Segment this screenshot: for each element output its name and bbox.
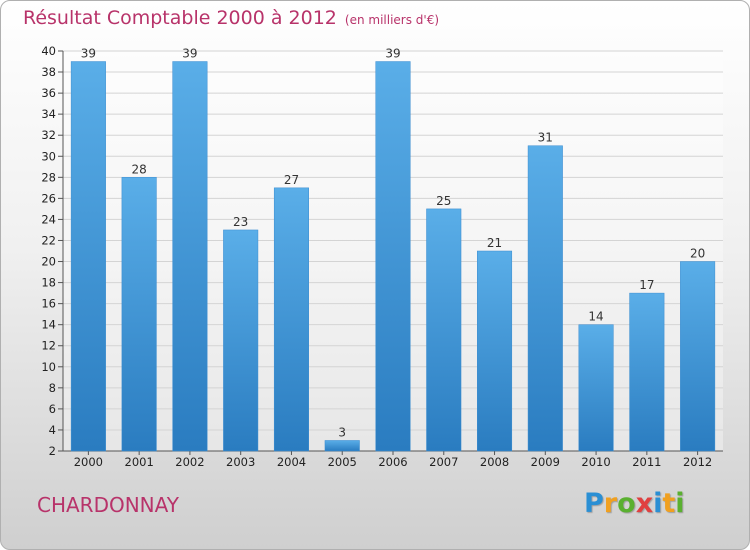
bar-value-label: 31 (538, 131, 553, 145)
y-tick-label: 28 (41, 170, 56, 184)
x-tick-label: 2000 (74, 455, 103, 469)
logo-letter: P (584, 488, 604, 519)
bar-value-label: 28 (132, 162, 147, 176)
y-tick-label: 6 (49, 402, 56, 416)
y-tick-label: 12 (41, 339, 56, 353)
x-tick-label: 2011 (632, 455, 661, 469)
y-tick-label: 40 (41, 44, 56, 58)
x-tick-label: 2001 (125, 455, 154, 469)
y-tick-label: 4 (49, 423, 56, 437)
bar-value-label: 39 (81, 47, 96, 61)
x-tick-label: 2009 (531, 455, 560, 469)
bar-value-label: 27 (284, 173, 299, 187)
y-tick-label: 2 (49, 444, 56, 458)
x-tick-label: 2002 (175, 455, 204, 469)
logo-letter: t (662, 488, 676, 519)
x-tick-label: 2004 (277, 455, 306, 469)
bar-2006 (375, 61, 411, 452)
y-tick-label: 32 (41, 128, 56, 142)
logo-letter: r (603, 488, 618, 519)
bar-2005 (324, 440, 360, 452)
logo-letter: i (675, 488, 685, 519)
y-tick-label: 22 (41, 233, 56, 247)
x-tick-label: 2006 (378, 455, 407, 469)
bar-2012 (680, 261, 716, 452)
y-tick-label: 16 (41, 297, 56, 311)
bar-value-label: 39 (385, 47, 400, 61)
bar-2001 (121, 177, 157, 452)
y-tick-label: 10 (41, 360, 56, 374)
y-tick-label: 20 (41, 255, 56, 269)
bar-2009 (527, 145, 563, 452)
chart-title-text: Résultat Comptable 2000 à 2012 (23, 7, 337, 29)
y-tick-label: 18 (41, 276, 56, 290)
y-tick-label: 26 (41, 191, 56, 205)
bar-2010 (578, 324, 614, 452)
bar-2011 (629, 292, 665, 452)
y-tick-label: 24 (41, 212, 56, 226)
y-tick-label: 36 (41, 86, 56, 100)
y-tick-label: 30 (41, 149, 56, 163)
bar-2007 (426, 208, 462, 452)
x-tick-labels: 2000 2001 2002 2003 2004 2005 2006 2007 2008 2009… (74, 455, 713, 469)
bar-2002 (172, 61, 208, 452)
x-tick-label: 2008 (480, 455, 509, 469)
bar-value-label: 39 (182, 47, 197, 61)
bar-value-label: 20 (690, 247, 705, 261)
x-tick-label: 2010 (581, 455, 610, 469)
bar-2003 (223, 229, 259, 452)
bar-2004 (273, 187, 309, 452)
bar-2000 (70, 61, 106, 452)
y-tick-label: 8 (49, 381, 56, 395)
x-tick-label: 2005 (328, 455, 357, 469)
commune-name: CHARDONNAY (37, 493, 179, 517)
logo-letter: x (635, 488, 654, 519)
bar-value-labels: 39 28 39 23 27 3 39 25 21 31 14 17 20 (81, 47, 706, 440)
bar-value-label: 25 (436, 194, 451, 208)
logo-letter: i (653, 488, 663, 519)
x-tick-label: 2003 (226, 455, 255, 469)
y-tick-label: 14 (41, 318, 56, 332)
chart-unit: (en milliers d'€) (344, 13, 440, 27)
bar-value-label: 23 (233, 215, 248, 229)
x-tick-label: 2012 (683, 455, 712, 469)
logo-letter: o (617, 488, 636, 519)
bar-value-label: 17 (639, 278, 654, 292)
bar-value-label: 3 (338, 425, 346, 439)
bar-value-label: 14 (588, 310, 603, 324)
chart-title: Résultat Comptable 2000 à 2012 (en millie… (23, 7, 439, 29)
bar-2008 (477, 250, 513, 452)
y-tick-label: 34 (41, 107, 56, 121)
proxiti-logo: Proxiti (584, 488, 685, 519)
x-tick-label: 2007 (429, 455, 458, 469)
y-tick-label: 38 (41, 65, 56, 79)
bars (70, 61, 716, 452)
bar-value-label: 21 (487, 236, 502, 250)
